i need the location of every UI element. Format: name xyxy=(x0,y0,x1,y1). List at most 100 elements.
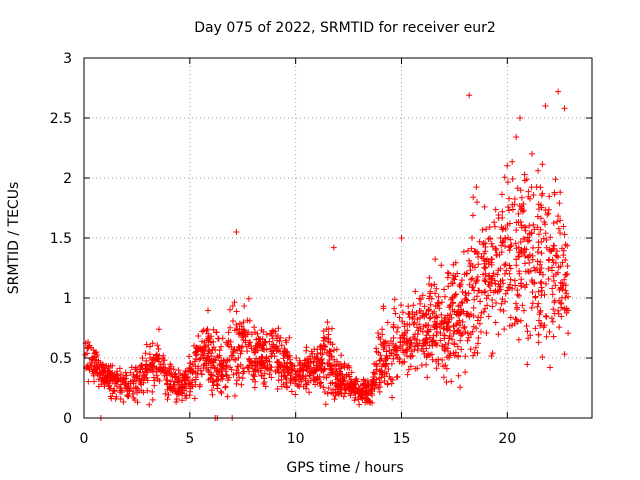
data-point xyxy=(489,256,495,262)
data-point xyxy=(94,351,101,358)
data-point xyxy=(139,355,146,361)
data-point xyxy=(426,281,432,288)
data-point xyxy=(137,366,144,373)
data-point xyxy=(244,317,251,324)
data-point xyxy=(323,374,330,381)
data-point xyxy=(507,314,514,321)
data-point xyxy=(465,312,472,319)
data-point xyxy=(546,328,553,335)
data-point xyxy=(465,290,472,297)
data-point xyxy=(205,350,212,357)
data-point xyxy=(541,322,548,329)
data-point xyxy=(147,343,154,350)
data-point xyxy=(278,342,285,349)
data-point xyxy=(504,287,511,294)
data-point xyxy=(236,320,243,327)
data-point xyxy=(258,373,265,379)
data-point xyxy=(555,310,562,317)
data-point xyxy=(118,387,125,394)
data-point xyxy=(384,340,390,347)
data-point xyxy=(526,251,533,258)
data-point xyxy=(360,376,367,383)
data-point xyxy=(513,262,520,269)
y-tick-label: 2.5 xyxy=(50,111,72,127)
data-point xyxy=(294,382,301,389)
data-point xyxy=(489,296,496,303)
data-point xyxy=(209,379,216,386)
data-point xyxy=(254,340,261,347)
data-point xyxy=(150,374,157,381)
data-point xyxy=(445,270,452,277)
data-point xyxy=(410,302,417,309)
data-point xyxy=(355,396,362,403)
data-point xyxy=(276,359,283,366)
data-point xyxy=(314,358,320,365)
data-point xyxy=(327,380,334,387)
data-point xyxy=(538,238,545,245)
data-point xyxy=(210,344,217,351)
data-point xyxy=(432,256,439,263)
data-point xyxy=(556,200,563,207)
data-point xyxy=(274,386,281,392)
data-point xyxy=(453,321,460,328)
data-point xyxy=(441,335,448,342)
data-point xyxy=(518,194,525,201)
data-point xyxy=(560,252,567,259)
data-point xyxy=(536,317,542,324)
data-point xyxy=(416,307,423,314)
data-point xyxy=(564,263,571,269)
data-point xyxy=(89,354,96,361)
data-point xyxy=(323,326,330,333)
data-point xyxy=(476,238,483,245)
data-point xyxy=(373,348,380,355)
data-point xyxy=(467,331,474,338)
data-point xyxy=(313,367,319,374)
data-point xyxy=(456,310,463,317)
data-point xyxy=(165,391,172,398)
data-point xyxy=(363,392,370,399)
data-point xyxy=(488,240,495,247)
data-point xyxy=(526,259,533,266)
data-point xyxy=(475,287,482,294)
data-point xyxy=(501,270,508,277)
data-point xyxy=(475,340,481,347)
data-point xyxy=(492,319,499,326)
data-point xyxy=(129,391,136,397)
data-point xyxy=(490,289,497,296)
data-point xyxy=(267,330,274,337)
data-point xyxy=(529,252,536,259)
data-point xyxy=(191,342,197,349)
data-point xyxy=(398,235,405,241)
data-point xyxy=(527,195,533,202)
data-point xyxy=(446,333,453,339)
data-point xyxy=(429,338,436,345)
data-point xyxy=(155,326,162,333)
data-point xyxy=(166,365,173,372)
data-point xyxy=(555,254,561,261)
data-point xyxy=(211,356,217,363)
data-point xyxy=(536,261,543,268)
data-point xyxy=(445,283,452,290)
data-point xyxy=(545,276,552,282)
data-point xyxy=(509,176,516,182)
data-point xyxy=(394,324,401,331)
data-point xyxy=(505,234,512,241)
data-point xyxy=(561,231,568,238)
data-point xyxy=(467,267,474,274)
data-point xyxy=(231,346,238,353)
data-point xyxy=(405,303,412,310)
data-point xyxy=(390,334,397,341)
data-point xyxy=(321,366,328,373)
data-point xyxy=(514,287,521,294)
data-point xyxy=(524,238,531,245)
data-point xyxy=(205,341,212,348)
data-point xyxy=(457,384,464,391)
data-point xyxy=(549,291,556,298)
data-point xyxy=(410,321,417,328)
data-point xyxy=(561,351,568,358)
data-point xyxy=(464,337,471,344)
data-point xyxy=(237,350,244,357)
data-point xyxy=(364,397,371,404)
data-point xyxy=(525,268,531,275)
data-point xyxy=(526,222,533,229)
